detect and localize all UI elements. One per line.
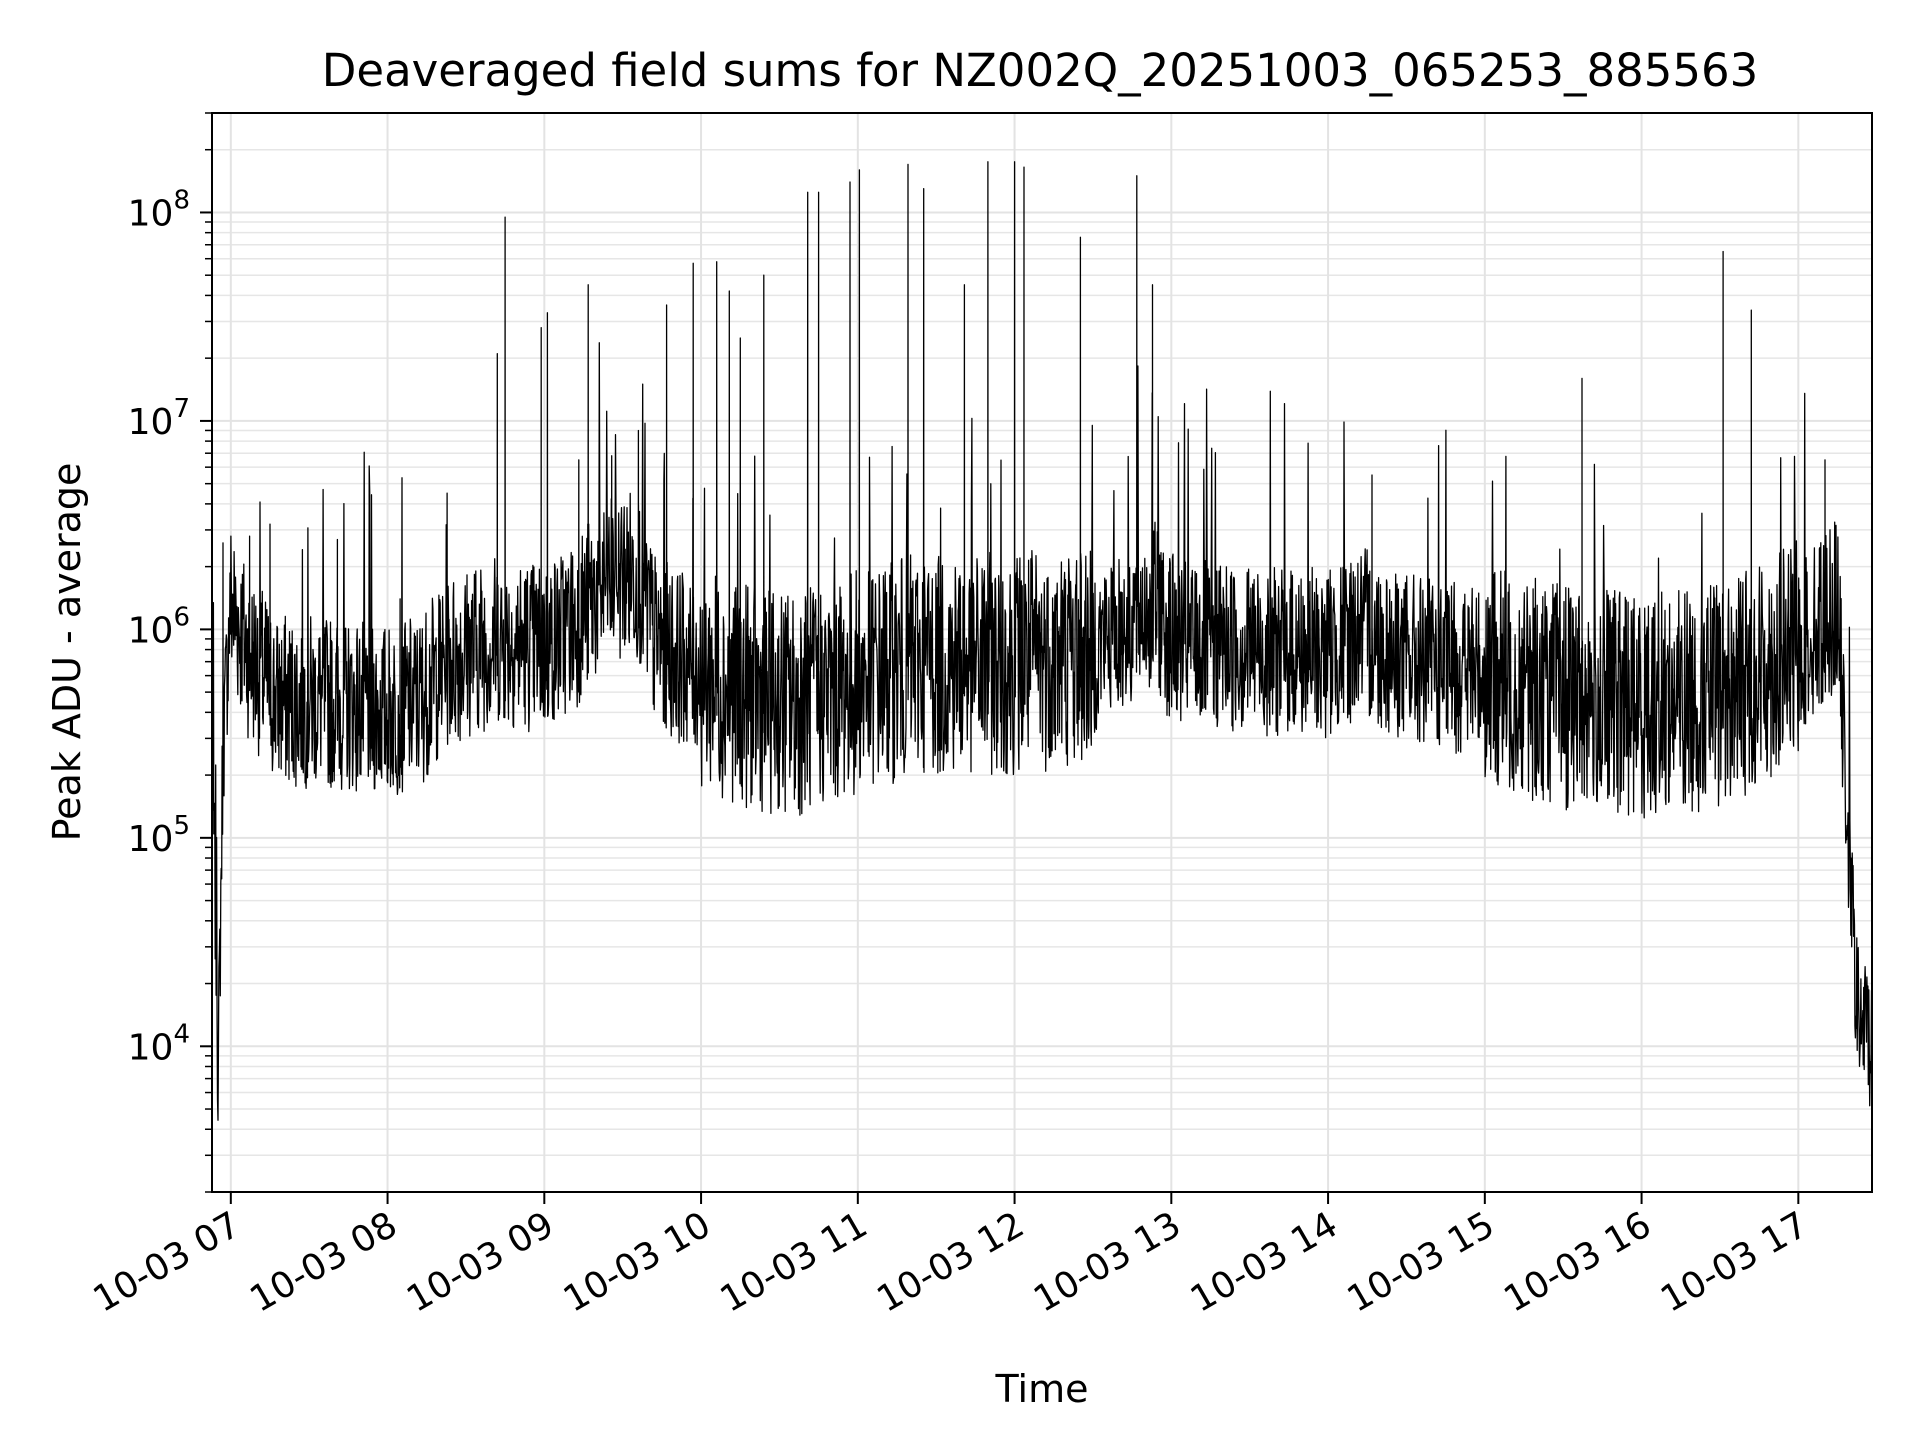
x-axis-label: Time [995,1367,1089,1411]
y-tick-base: 10 [128,193,174,234]
y-tick-label: 107 [128,394,190,443]
y-tick-label: 105 [128,811,190,860]
y-tick-base: 10 [128,819,174,860]
y-tick-exponent: 8 [173,185,190,215]
y-tick-label: 106 [128,602,190,651]
y-tick-exponent: 5 [173,811,190,841]
y-tick-base: 10 [128,1027,174,1068]
y-tick-exponent: 4 [173,1019,190,1049]
y-tick-exponent: 7 [173,394,190,424]
y-tick-label: 104 [128,1019,190,1068]
chart-title: Deaveraged field sums for NZ002Q_2025100… [322,44,1758,97]
series-line [211,161,1873,1121]
plot-frame [211,112,1873,1193]
y-tick-exponent: 6 [173,602,190,632]
y-tick-base: 10 [128,610,174,651]
data-series [211,161,1873,1121]
y-axis-label: Peak ADU - average [45,463,89,842]
y-tick-base: 10 [128,402,174,443]
y-tick-label: 108 [128,185,190,234]
